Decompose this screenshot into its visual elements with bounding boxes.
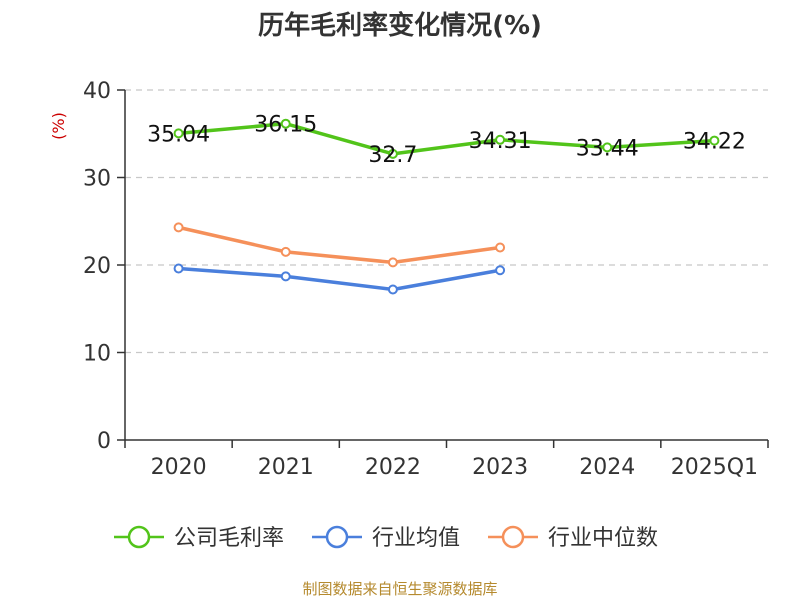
legend-label: 行业均值 [372, 526, 460, 551]
series-layer [173, 118, 720, 295]
legend[interactable]: 公司毛利率 行业均值 行业中位数 [114, 525, 658, 551]
data-labels: 35.04 36.15 32.7 34.31 33.44 34.22 [147, 113, 746, 168]
data-label: 36.15 [254, 113, 317, 138]
chart-title: 历年毛利率变化情况(%) [258, 10, 542, 41]
legend-label: 公司毛利率 [174, 526, 284, 551]
data-point[interactable] [709, 135, 720, 146]
legend-item-2[interactable]: 行业中位数 [488, 525, 658, 551]
x-tick-label: 2020 [151, 455, 207, 480]
legend-swatch-marker [501, 525, 525, 549]
y-tick-label: 20 [83, 254, 111, 279]
data-point[interactable] [495, 265, 506, 276]
data-label: 32.7 [368, 143, 417, 168]
y-tick-label: 30 [83, 167, 111, 192]
data-point[interactable] [495, 134, 506, 145]
data-point[interactable] [173, 263, 184, 274]
legend-item-1[interactable]: 行业均值 [312, 525, 460, 551]
series-2 [173, 222, 506, 268]
x-tick-label: 2022 [365, 455, 421, 480]
data-point[interactable] [387, 257, 398, 268]
data-point[interactable] [173, 222, 184, 233]
data-point[interactable] [280, 118, 291, 129]
grid [125, 89, 768, 354]
series-line [178, 266, 501, 292]
data-point[interactable] [602, 142, 613, 153]
data-point[interactable] [280, 246, 291, 257]
y-tick-label: 0 [97, 429, 111, 454]
data-point[interactable] [387, 148, 398, 159]
legend-swatch-marker [325, 525, 349, 549]
axes: 0 10 20 30 40 2020 2021 2022 2023 2024 2025Q1 [83, 79, 769, 480]
x-tick-label: 2021 [258, 455, 314, 480]
series-1 [173, 263, 506, 295]
data-label: 34.31 [469, 129, 532, 154]
data-label: 33.44 [576, 136, 639, 161]
source-note: 制图数据来自恒生聚源数据库 [302, 580, 497, 598]
x-tick-label: 2023 [472, 455, 528, 480]
series-line [178, 225, 501, 265]
series-0 [173, 118, 720, 159]
data-point[interactable] [280, 271, 291, 282]
y-tick-label: 40 [83, 79, 111, 104]
data-point[interactable] [173, 128, 184, 139]
y-tick-label: 10 [83, 342, 111, 367]
x-tick-label: 2024 [579, 455, 635, 480]
data-point[interactable] [495, 242, 506, 253]
data-label: 34.22 [683, 130, 746, 155]
data-label: 35.04 [147, 122, 210, 147]
y-axis-unit: (%) [49, 112, 68, 140]
legend-item-0[interactable]: 公司毛利率 [114, 525, 284, 551]
legend-swatch-marker [127, 525, 151, 549]
series-line [178, 121, 715, 156]
legend-label: 行业中位数 [548, 526, 658, 551]
x-tick-label: 2025Q1 [671, 455, 758, 480]
data-point[interactable] [387, 284, 398, 295]
